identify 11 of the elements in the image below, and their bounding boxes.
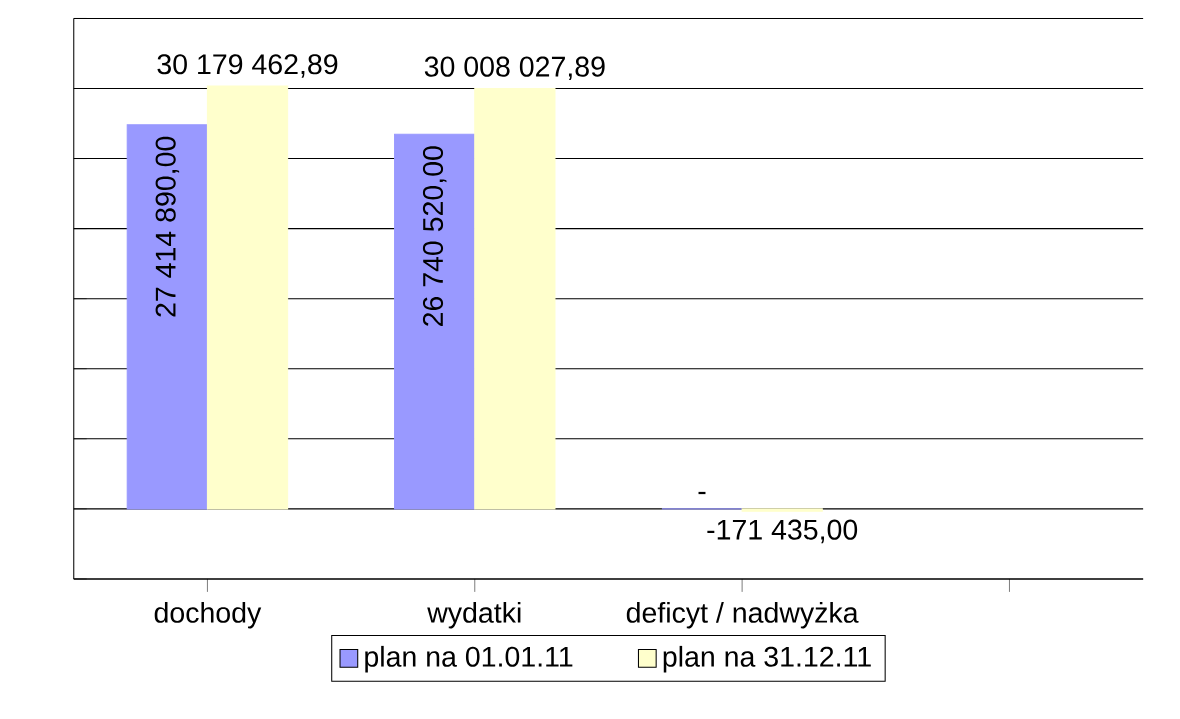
- legend-label: plan na 01.01.11: [365, 645, 573, 673]
- data-label: 30 179 462,89: [157, 54, 338, 78]
- x-tick-label: deficyt / nadwyżka: [626, 601, 859, 629]
- legend-label: plan na 31.12.11: [663, 645, 871, 673]
- data-label: -: [698, 491, 706, 495]
- x-tick-label: dochody: [154, 601, 262, 629]
- data-label: 27 414 890,00: [155, 136, 180, 317]
- x-tick-label: wydatki: [427, 601, 521, 629]
- data-label: 26 740 520,00: [422, 146, 447, 326]
- data-label: 30 008 027,89: [424, 56, 605, 81]
- data-label: -171 435,00: [707, 519, 858, 544]
